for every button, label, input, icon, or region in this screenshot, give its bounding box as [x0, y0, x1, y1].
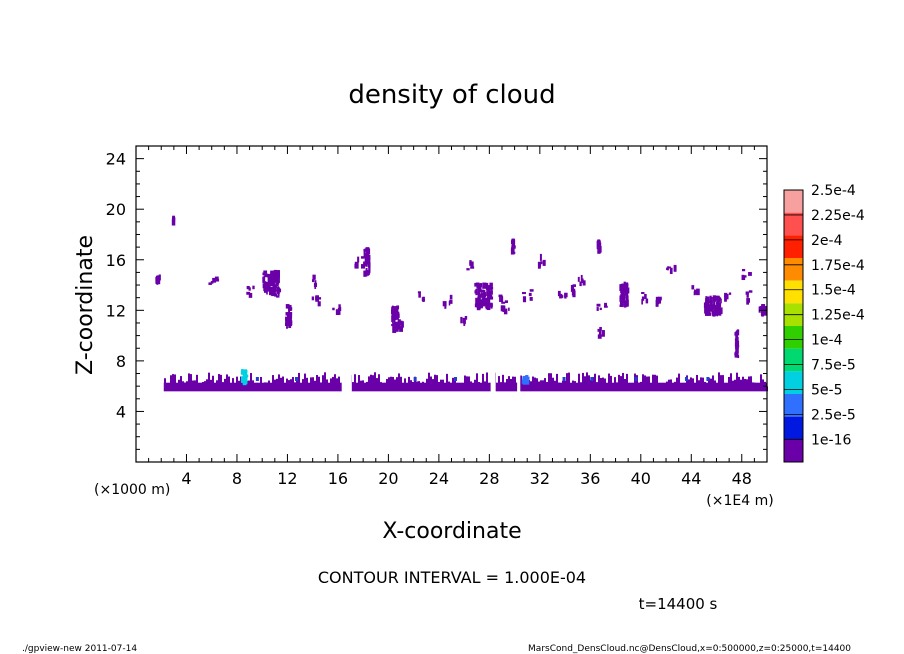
y-tick-label: 12: [106, 301, 126, 320]
colorbar-swatch: [784, 371, 803, 394]
y-tick-label: 24: [106, 150, 126, 169]
cloud-fragment: [741, 268, 752, 281]
x-axis-label: X-coordinate: [382, 519, 521, 544]
colorbar-swatch: [784, 394, 803, 417]
cloud-fragment: [655, 296, 662, 307]
x-tick-label: 44: [681, 469, 701, 488]
colorbar-label: 1e-4: [811, 333, 843, 349]
cloud-fragment: [691, 285, 700, 296]
cloud-fragment: [641, 291, 649, 305]
cloud-region-12: [619, 281, 630, 308]
cloud-region-14: [734, 329, 740, 359]
cloud-fragment: [537, 253, 546, 269]
cloud-fragment: [570, 284, 576, 298]
footer-right: MarsCond_DensCloud.nc@DensCloud,x=0:5000…: [528, 644, 851, 654]
cloud-region-7: [363, 247, 371, 277]
x-tick-label: 28: [479, 469, 499, 488]
cloud-fragment: [332, 304, 342, 315]
colorbar-swatch: [784, 326, 803, 349]
cloud-region-1: [240, 369, 249, 386]
cloud-region-13: [703, 295, 723, 317]
colorbar-label: 1.75e-4: [811, 258, 865, 274]
colorbar-swatch: [784, 258, 803, 281]
cloud-fragment: [522, 289, 534, 303]
x-tick-label: 48: [732, 469, 752, 488]
colorbar: 2.5e-4 2.25e-4 2e-4 1.75e-4 1.5e-4 1.25e-4 1e-…: [783, 183, 865, 463]
plot-frame: [135, 145, 768, 463]
colorbar-swatch: [784, 280, 803, 304]
x-tick-label: 4: [181, 469, 191, 488]
cloud-fragment: [311, 274, 318, 289]
cloud-fragment: [354, 256, 365, 269]
cloud-fragment: [500, 300, 510, 315]
y-tick-label: 16: [106, 251, 126, 270]
chart-title: density of cloud: [348, 80, 555, 110]
colorbar-label: 7.5e-5: [811, 358, 856, 374]
x-unit-left-label: (×1000 m): [94, 482, 170, 498]
cloud-region-6: [285, 304, 293, 329]
cloud-fragment: [577, 274, 586, 287]
y-axis-label: Z-coordinate: [73, 235, 98, 375]
cloud-region-11: [596, 239, 602, 254]
time-annotation: t=14400 s: [639, 595, 718, 613]
colorbar-swatch: [784, 439, 803, 462]
cloud-fragment: [498, 294, 506, 304]
footer-left: ./gpview-new 2011-07-14: [22, 644, 137, 654]
cloud-fragment: [460, 315, 468, 326]
cloud-fragment: [397, 319, 404, 332]
x-tick-label: 24: [429, 469, 449, 488]
cloud-fragment: [246, 285, 255, 298]
cloud-fragment: [745, 290, 753, 305]
x-tick-label: 40: [631, 469, 651, 488]
plot-area: [136, 215, 768, 394]
cloud-region-10: [510, 238, 516, 255]
x-tick-label: 16: [328, 469, 348, 488]
colorbar-swatch: [784, 212, 803, 236]
colorbar-swatch: [784, 348, 803, 372]
colorbar-label: 2.5e-4: [811, 183, 856, 199]
contour-interval-note: CONTOUR INTERVAL = 1.000E-04: [318, 568, 586, 587]
cloud-fragment: [596, 302, 608, 311]
x-unit-right-label: (×1E4 m): [706, 493, 773, 509]
y-tick-label: 4: [116, 402, 126, 421]
cloud-region-9: [474, 282, 494, 311]
cloud-region-0: [136, 370, 768, 394]
cloud-fragment: [208, 276, 220, 285]
y-tick-label: 8: [116, 352, 126, 371]
cloud-fragment: [557, 290, 568, 299]
colorbar-label: 2e-4: [811, 233, 843, 249]
cloud-fragment: [597, 326, 605, 339]
colorbar-swatch: [784, 235, 803, 258]
cloud-region-4: [155, 274, 161, 285]
cloud-fragment: [466, 260, 475, 271]
colorbar-swatch: [784, 190, 803, 213]
cloud-fragment: [724, 292, 732, 302]
x-tick-label: 36: [580, 469, 600, 488]
cloud-region-8: [391, 305, 400, 333]
cloud-fragment: [311, 295, 322, 307]
cloud-region-3: [171, 215, 176, 226]
x-tick-label: 8: [232, 469, 242, 488]
x-tick-label: 20: [378, 469, 398, 488]
colorbar-label: 2.25e-4: [811, 208, 865, 224]
colorbar-label: 5e-5: [811, 382, 842, 398]
cloud-fragment: [442, 294, 453, 309]
colorbar-label: 1e-16: [811, 432, 851, 448]
cloud-region-2: [521, 375, 530, 385]
cloud-fragment: [417, 291, 425, 302]
cloud-region-5: [262, 269, 282, 298]
colorbar-swatch: [784, 416, 803, 440]
colorbar-label: 2.5e-5: [811, 407, 856, 423]
x-tick-label: 12: [277, 469, 297, 488]
cloud-fragment: [666, 264, 677, 275]
y-tick-label: 20: [106, 200, 126, 219]
colorbar-label: 1.25e-4: [811, 308, 865, 324]
colorbar-label: 1.5e-4: [811, 283, 856, 299]
x-tick-label: 32: [530, 469, 550, 488]
